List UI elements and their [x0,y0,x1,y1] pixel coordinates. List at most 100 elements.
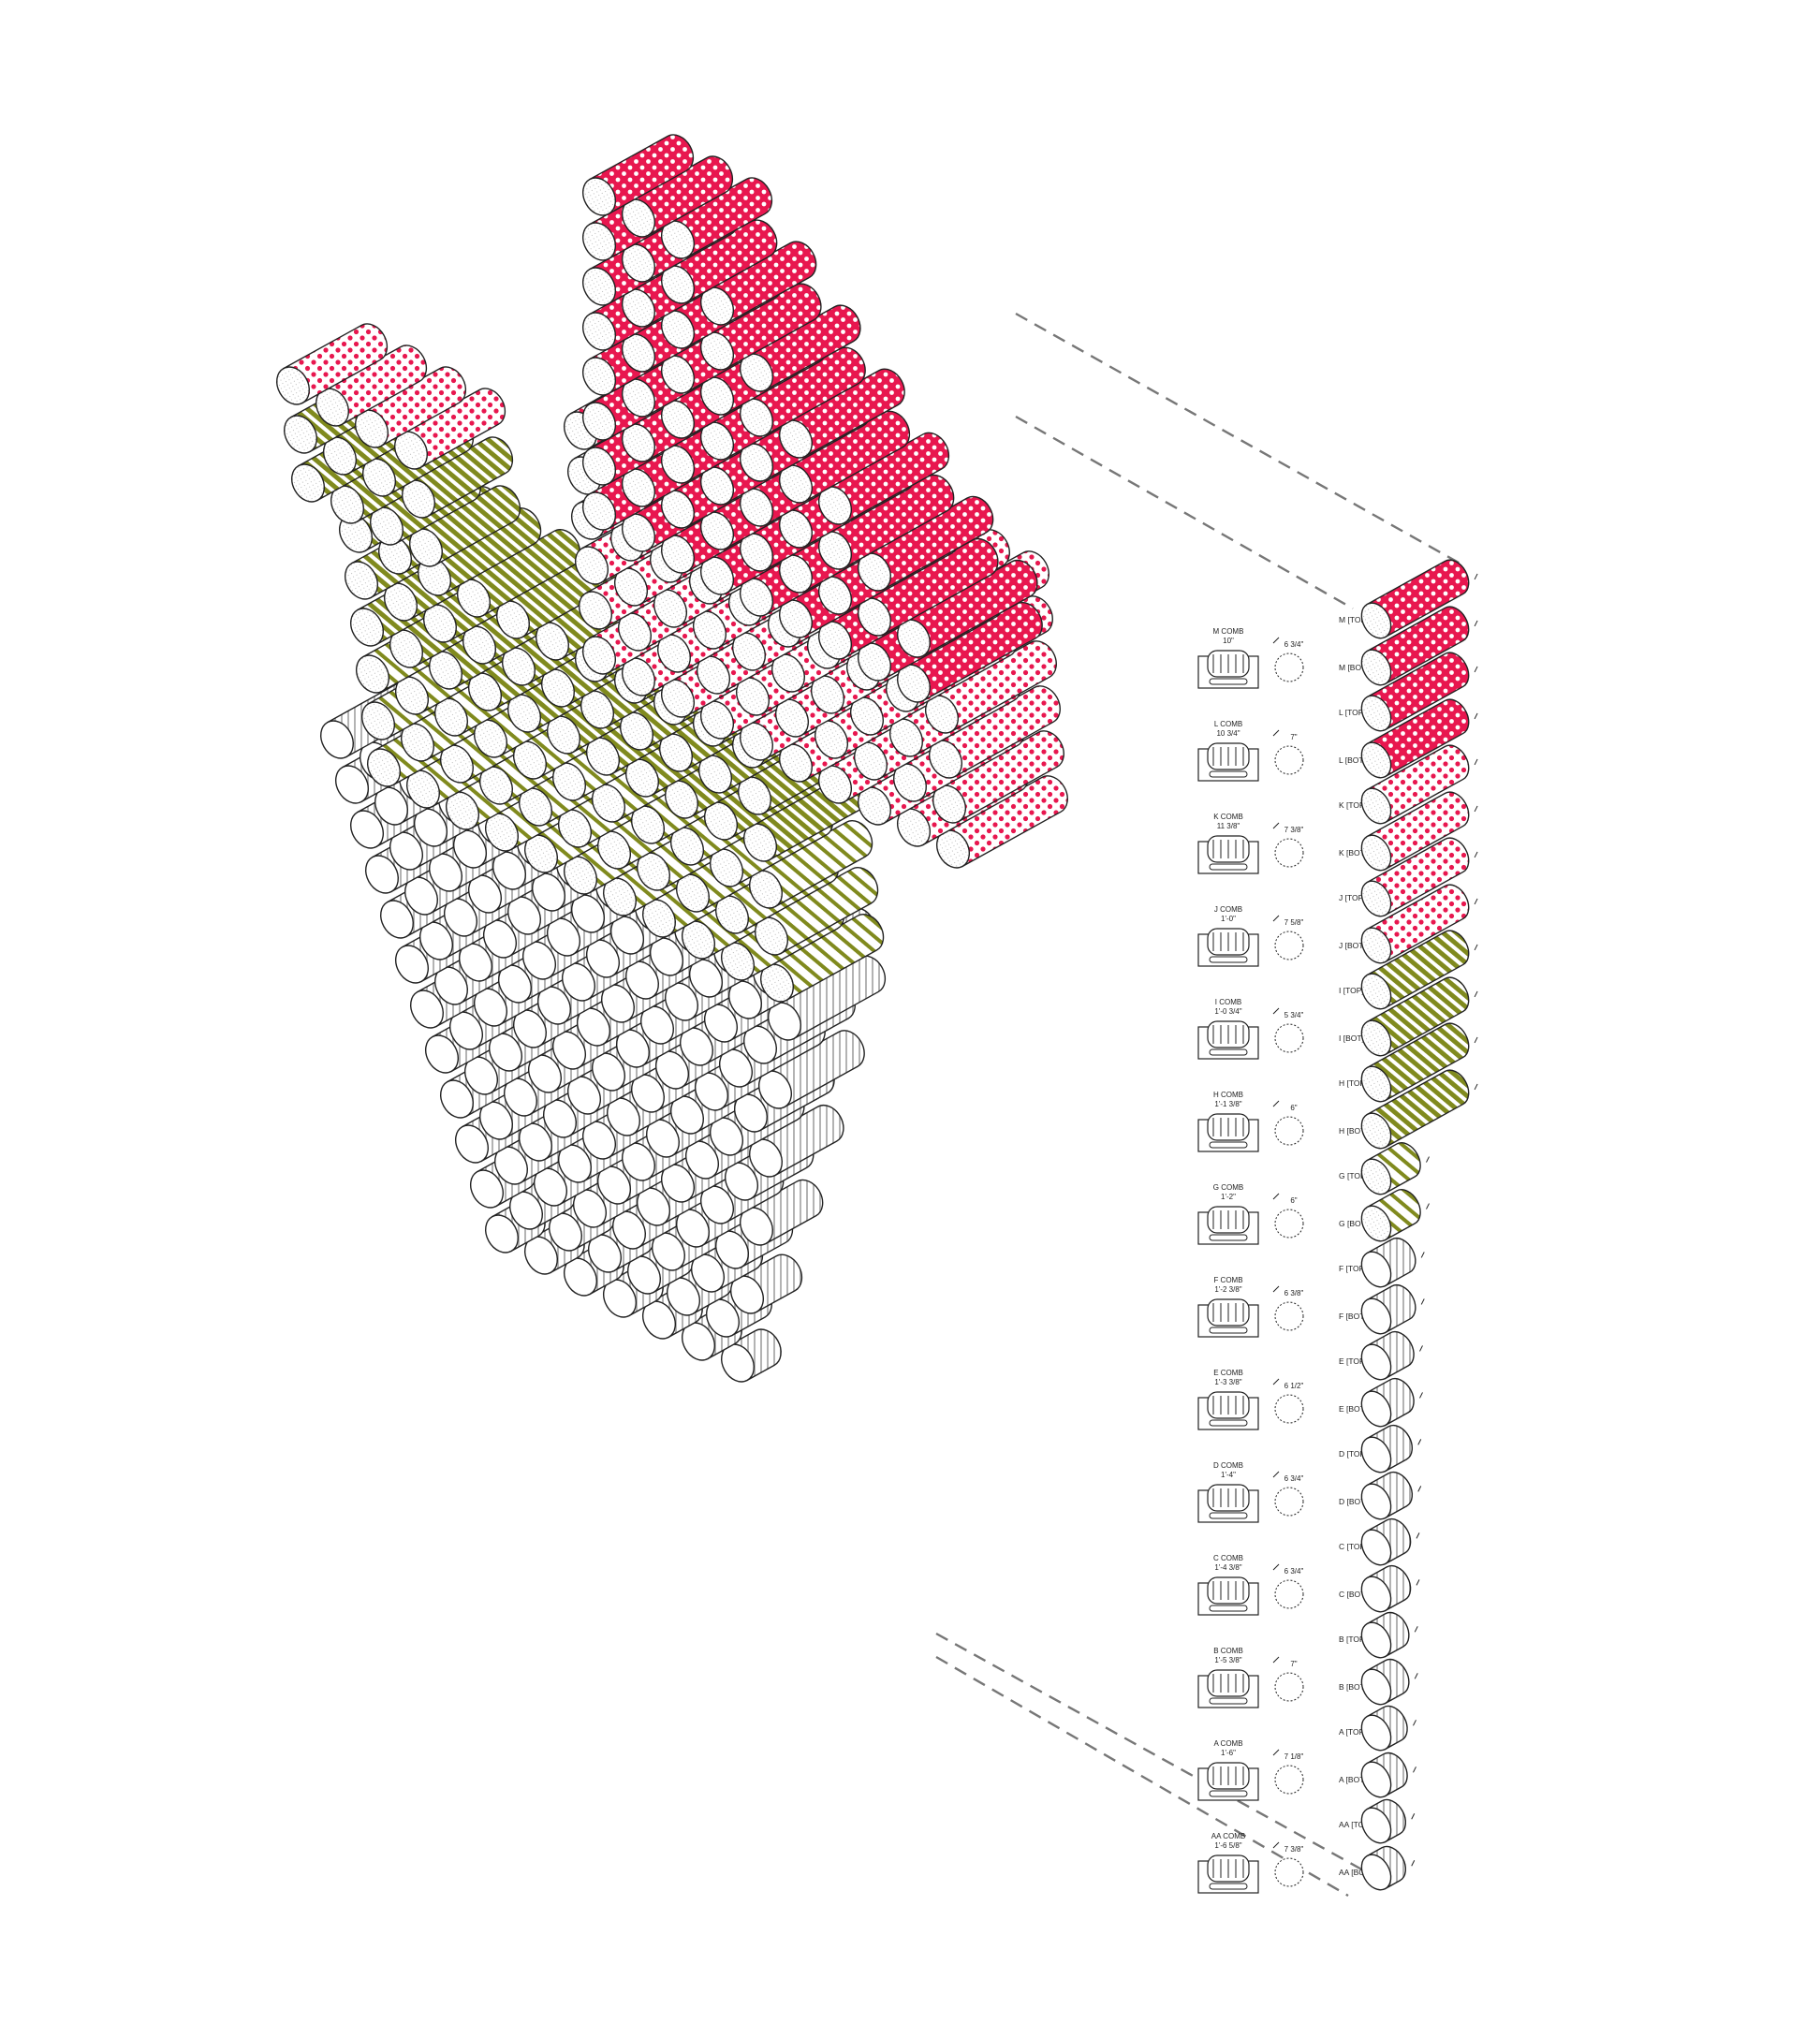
comb-length: 1'-4" [1221,1471,1236,1479]
leader-line-bottom-b [935,1655,1349,1898]
key-cylinder [1360,837,1470,917]
tick-mark [1474,712,1478,720]
comb-name: C COMB [1213,1554,1243,1562]
comb-length: 1'-3 3/8" [1214,1378,1241,1386]
diameter-label: 7 3/8" [1284,826,1304,834]
diameter-label: 7" [1290,733,1297,741]
stack-cylinder [621,155,734,238]
tick-mark [1272,1841,1280,1849]
layer-bot-label: J [BOT] [1339,941,1366,950]
tick-mark [1272,822,1280,829]
diameter-label: 7" [1290,1660,1297,1668]
stack-cylinder [932,730,1064,824]
layer-top-label: H [TOP] [1339,1078,1368,1088]
layer-top-label: B [TOP] [1339,1635,1367,1644]
comb-name: M COMB [1213,627,1244,636]
layer-top-label: J [TOP] [1339,893,1366,902]
stack-cylinder [748,820,873,909]
comb-name: D COMB [1213,1461,1243,1470]
stack-cylinder [393,388,506,470]
tick-mark [1414,1626,1418,1633]
stack-cylinder [817,432,949,525]
stack-cylinder [778,368,905,459]
leader-line-bottom-a [935,1632,1368,1874]
tick-mark [1426,1203,1430,1209]
diameter-circle-icon [1274,745,1304,775]
comb-frame-icon [1197,1854,1259,1894]
key-cylinder [1360,1471,1414,1520]
tick-mark [1474,898,1478,905]
comb-name: E COMB [1213,1369,1243,1377]
comb-length: 10" [1223,637,1234,645]
layer-bot-label: C [BOT] [1339,1590,1368,1599]
diameter-label: 6" [1290,1104,1297,1112]
comb-frame-icon [1197,650,1259,689]
diameter-circle-icon [1274,1301,1304,1331]
comb-frame-icon [1197,1020,1259,1060]
comb-length: 10 3/4" [1216,729,1240,738]
comb-length: 11 3/8" [1217,822,1240,830]
layer-top-label: A [TOP] [1339,1727,1367,1737]
comb-name: H COMB [1213,1091,1243,1099]
layer-bot-label: K [BOT] [1339,848,1367,858]
main-cylinder-stack [275,134,1068,1383]
layer-bot-label: A [BOT] [1339,1775,1367,1784]
diameter-label: 7 5/8" [1284,918,1304,927]
tick-mark [1272,1100,1280,1107]
comb-name: AA COMB [1211,1832,1245,1840]
stack-cylinder [935,775,1068,869]
comb-frame-icon [1197,1206,1259,1245]
tick-mark [1474,573,1478,580]
tick-mark [1416,1579,1420,1586]
tick-mark [1272,1378,1280,1385]
tick-mark [1420,1252,1425,1258]
diameter-label: 5 3/4" [1284,1011,1304,1019]
tick-mark [1414,1673,1418,1679]
key-cylinder [1360,1752,1408,1798]
tick-mark [1420,1298,1425,1305]
tick-mark [1272,1471,1280,1478]
diameter-circle-icon [1274,652,1304,682]
diameter-circle-icon [1274,1487,1304,1517]
key-cylinder [1360,1189,1421,1242]
diameter-label: 7 3/8" [1284,1845,1304,1854]
diameter-circle-icon [1274,1116,1304,1146]
key-cylinder-column [1360,559,1478,1891]
layer-top-label: E [TOP] [1339,1356,1367,1366]
stack-cylinder [739,304,861,392]
layer-bot-label: L [BOT] [1339,755,1366,765]
comb-length: 1'-1 3/8" [1214,1100,1241,1108]
comb-length: 1'-0" [1221,915,1236,923]
stack-cylinder [748,1105,844,1178]
stack-cylinder [408,485,521,567]
leader-lines [935,312,1466,1898]
tick-mark [1474,758,1478,766]
stack-cylinder [401,436,514,519]
key-cylinder [1360,1283,1416,1335]
layer-bot-label: M [BOT] [1339,663,1369,672]
key-cylinder [1360,1069,1470,1150]
comb-length: 1'-2 3/8" [1214,1285,1241,1294]
key-cylinder [1360,1564,1412,1613]
key-cylinder [1360,976,1470,1057]
diameter-circle-icon [1274,1023,1304,1053]
tick-mark [1272,729,1280,737]
key-cylinder [1360,1424,1414,1473]
comb-name: L COMB [1214,720,1242,728]
tick-mark [1419,1392,1423,1399]
tick-mark [1474,666,1478,673]
tick-mark [1416,1532,1420,1539]
stack-cylinder [739,1179,824,1246]
comb-length: 1'-0 3/4" [1214,1007,1241,1016]
comb-frame-icon [1197,1391,1259,1430]
layer-top-label: F [TOP] [1339,1264,1367,1273]
tick-mark [1474,620,1478,627]
stack-cylinder [354,366,467,448]
key-cylinder [1360,559,1470,639]
